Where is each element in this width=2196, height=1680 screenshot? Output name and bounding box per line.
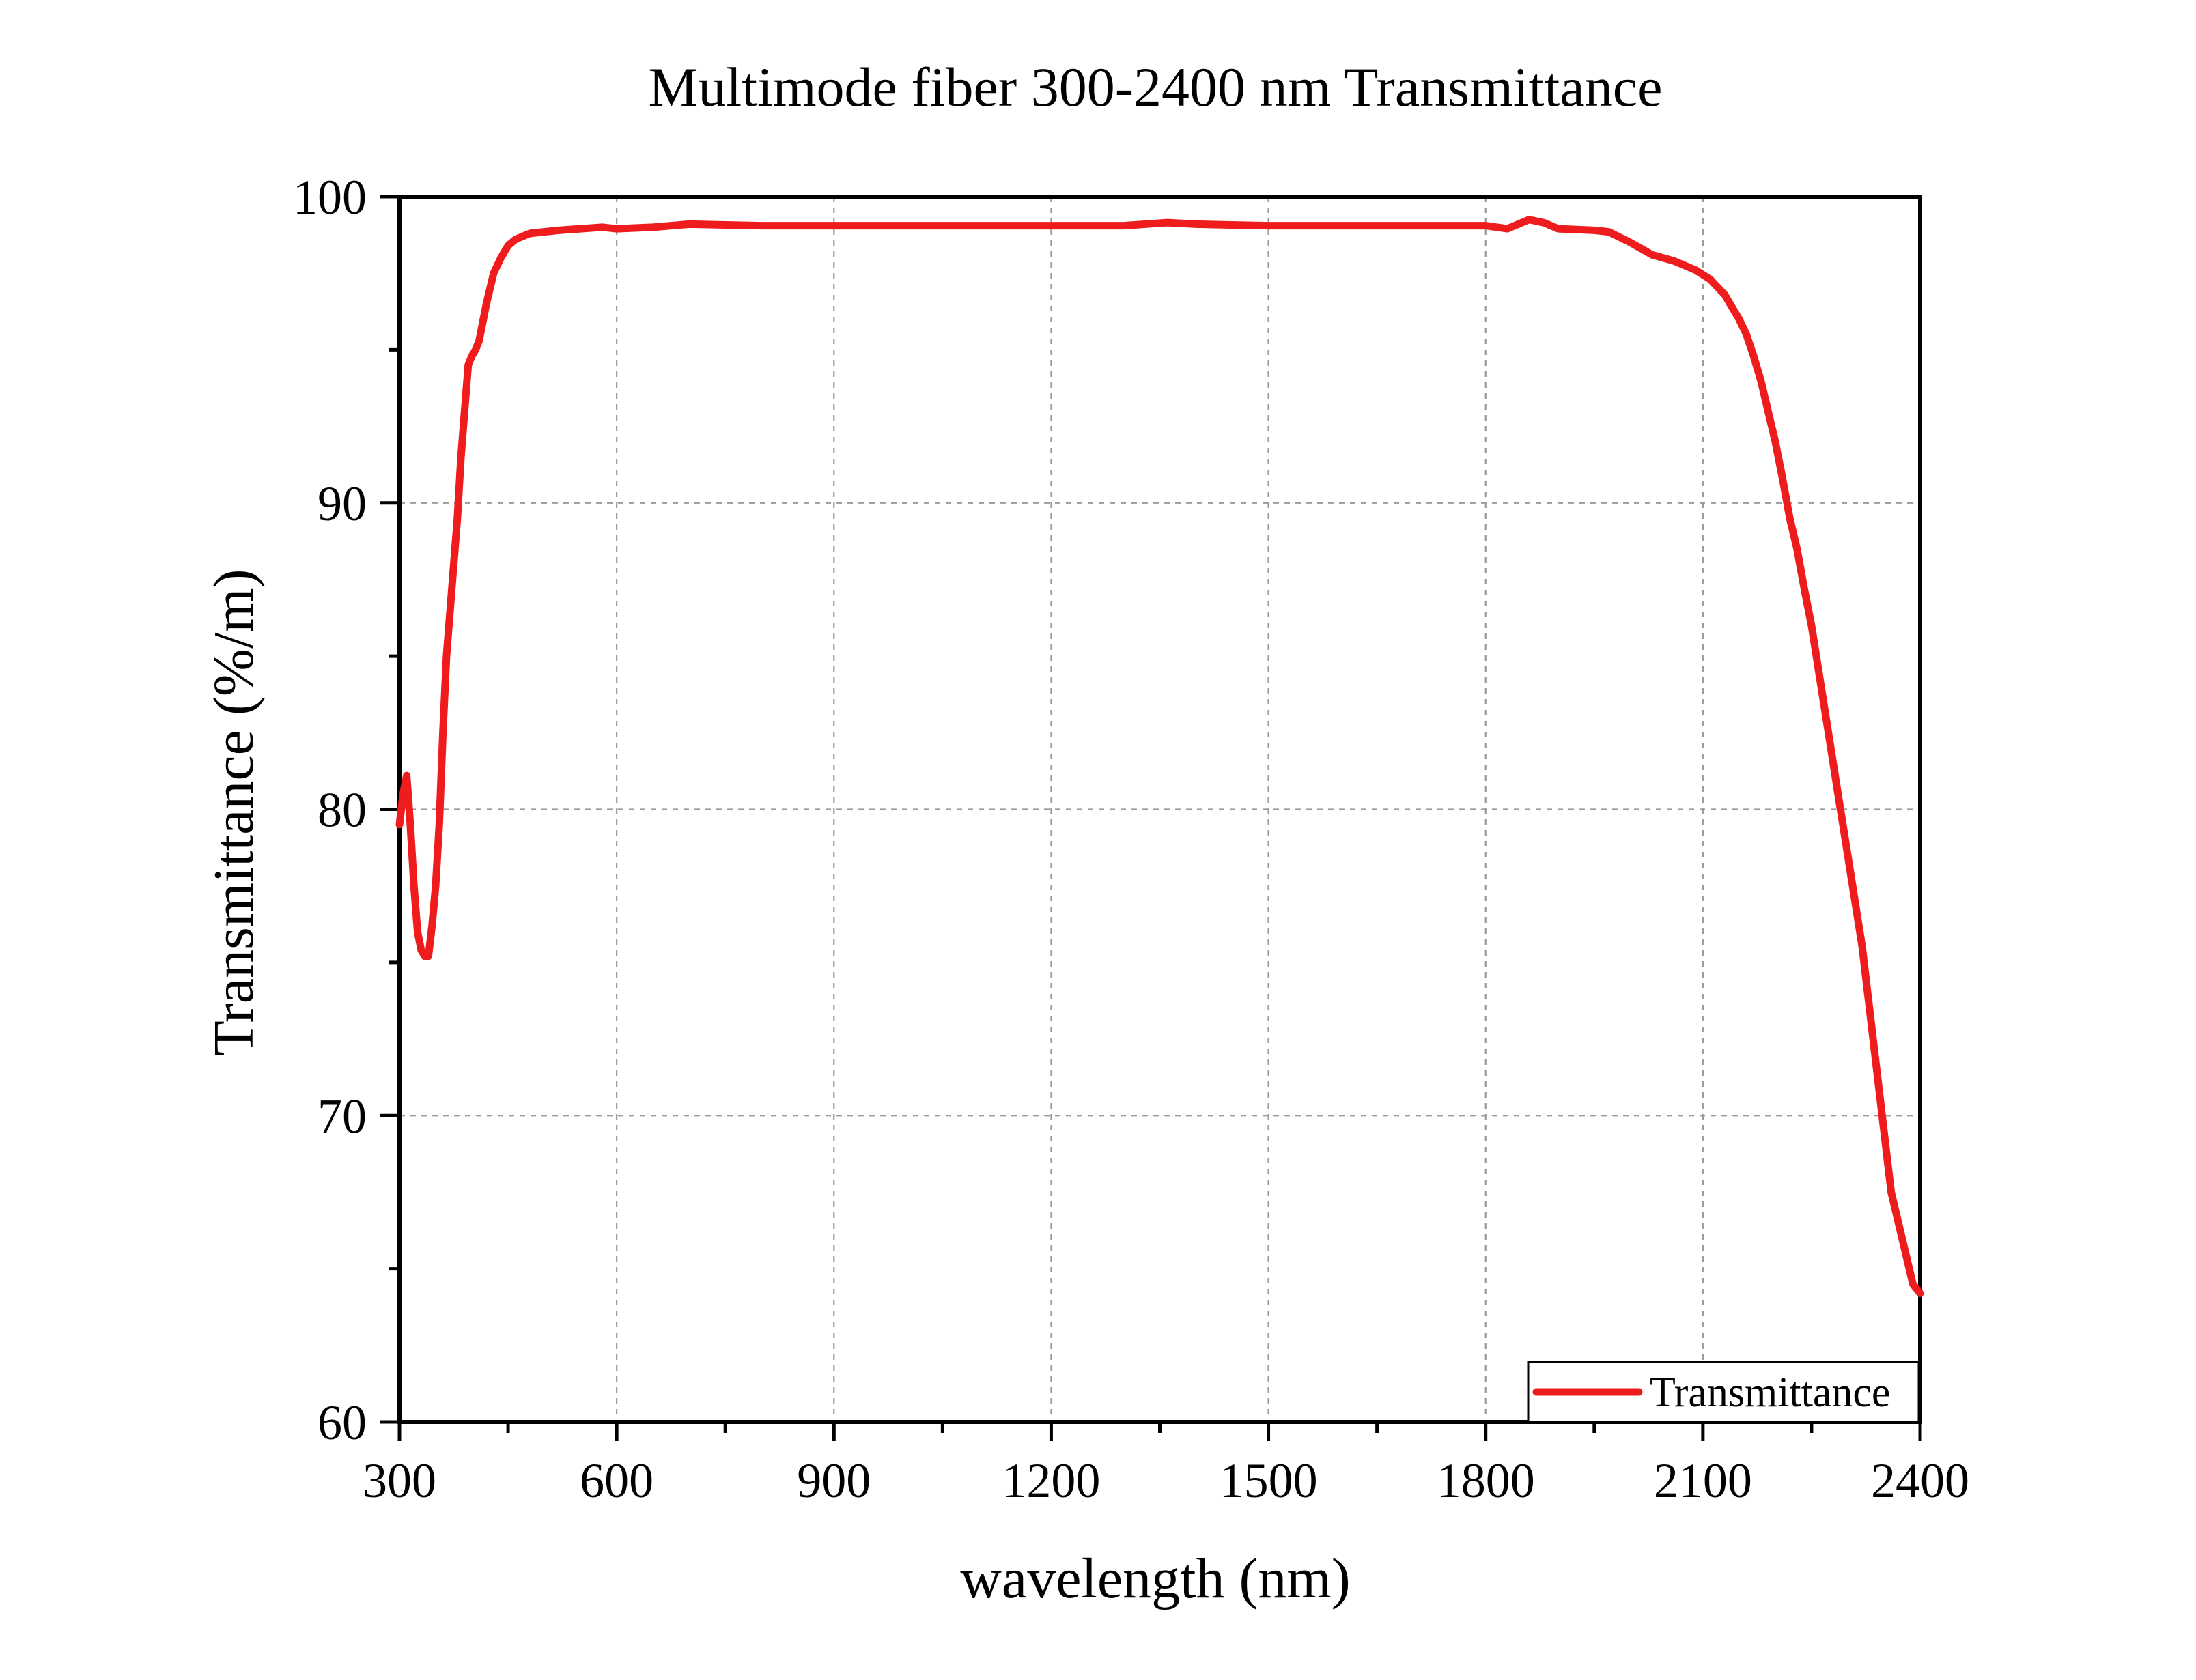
chart-title: Multimode fiber 300-2400 nm Transmittanc…: [649, 56, 1663, 118]
axes-layer: 300 600 900 1200 1500 1800 2100 2400 60 70 80 90 100: [293, 170, 1969, 1508]
x-tick-label: 1800: [1437, 1453, 1535, 1508]
y-tick-label: 80: [318, 783, 367, 838]
legend: Transmittance: [1527, 1361, 1920, 1423]
x-axis-title: wavelength (nm): [960, 1547, 1350, 1610]
x-tick-label: 300: [363, 1453, 436, 1508]
data-layer: [395, 216, 1924, 1297]
y-tick-label: 90: [318, 476, 367, 531]
transmittance-series-line: [395, 216, 1924, 1297]
x-tick-label: 2100: [1654, 1453, 1752, 1508]
legend-label: Transmittance: [1650, 1369, 1890, 1416]
grid-layer: [399, 197, 1920, 1422]
y-tick-label: 70: [318, 1089, 367, 1143]
x-tick-label: 600: [580, 1453, 653, 1508]
x-tick-label: 1200: [1002, 1453, 1100, 1508]
y-tick-label: 60: [318, 1395, 367, 1450]
x-tick-label: 900: [797, 1453, 871, 1508]
y-tick-label: 100: [293, 170, 367, 225]
x-tick-label: 2400: [1871, 1453, 1969, 1508]
y-axis-title: Transmittance (%/m): [202, 569, 266, 1055]
x-tick-label: 1500: [1220, 1453, 1318, 1508]
